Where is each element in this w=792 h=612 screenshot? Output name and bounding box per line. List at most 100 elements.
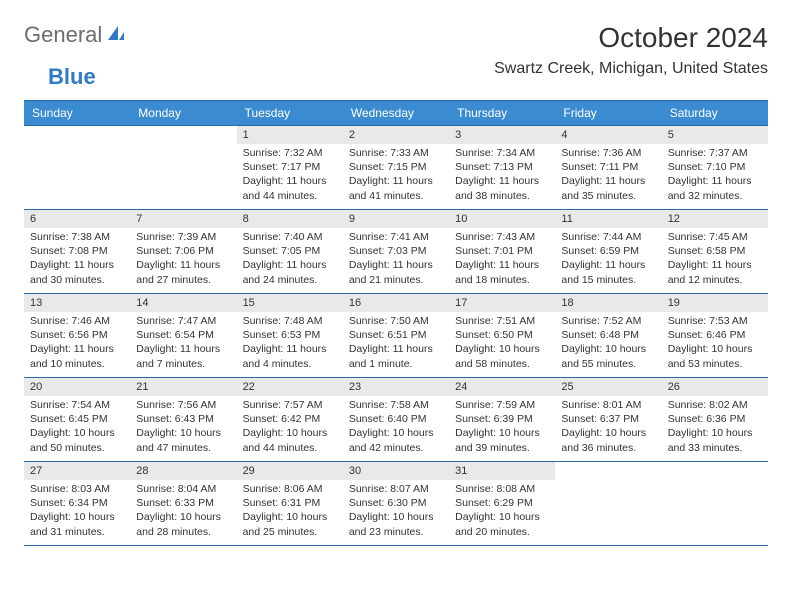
sunrise-text: Sunrise: 7:34 AM — [455, 146, 549, 160]
cell-body: Sunrise: 7:56 AMSunset: 6:43 PMDaylight:… — [130, 396, 236, 459]
sunset-text: Sunset: 6:33 PM — [136, 496, 230, 510]
sunset-text: Sunset: 7:13 PM — [455, 160, 549, 174]
calendar-cell: 23Sunrise: 7:58 AMSunset: 6:40 PMDayligh… — [343, 378, 449, 462]
sunset-text: Sunset: 7:15 PM — [349, 160, 443, 174]
daylight-text: Daylight: 10 hours and 28 minutes. — [136, 510, 230, 538]
day-number: 31 — [449, 462, 555, 480]
calendar-cell: 15Sunrise: 7:48 AMSunset: 6:53 PMDayligh… — [237, 294, 343, 378]
calendar-row: 1Sunrise: 7:32 AMSunset: 7:17 PMDaylight… — [24, 126, 768, 210]
calendar-cell: 1Sunrise: 7:32 AMSunset: 7:17 PMDaylight… — [237, 126, 343, 210]
daylight-text: Daylight: 10 hours and 47 minutes. — [136, 426, 230, 454]
daylight-text: Daylight: 10 hours and 44 minutes. — [243, 426, 337, 454]
weekday-header: Saturday — [662, 101, 768, 126]
cell-body: Sunrise: 7:50 AMSunset: 6:51 PMDaylight:… — [343, 312, 449, 375]
day-number: 23 — [343, 378, 449, 396]
sunrise-text: Sunrise: 7:48 AM — [243, 314, 337, 328]
calendar-cell: 28Sunrise: 8:04 AMSunset: 6:33 PMDayligh… — [130, 462, 236, 546]
sunrise-text: Sunrise: 7:37 AM — [668, 146, 762, 160]
day-number: 11 — [555, 210, 661, 228]
daylight-text: Daylight: 11 hours and 35 minutes. — [561, 174, 655, 202]
sunset-text: Sunset: 6:31 PM — [243, 496, 337, 510]
calendar-cell — [662, 462, 768, 546]
sunrise-text: Sunrise: 7:56 AM — [136, 398, 230, 412]
cell-body: Sunrise: 7:38 AMSunset: 7:08 PMDaylight:… — [24, 228, 130, 291]
weekday-header: Thursday — [449, 101, 555, 126]
day-number: 25 — [555, 378, 661, 396]
sunset-text: Sunset: 6:36 PM — [668, 412, 762, 426]
cell-body: Sunrise: 7:46 AMSunset: 6:56 PMDaylight:… — [24, 312, 130, 375]
cell-body: Sunrise: 7:32 AMSunset: 7:17 PMDaylight:… — [237, 144, 343, 207]
cell-body: Sunrise: 7:34 AMSunset: 7:13 PMDaylight:… — [449, 144, 555, 207]
daylight-text: Daylight: 10 hours and 36 minutes. — [561, 426, 655, 454]
sunrise-text: Sunrise: 7:51 AM — [455, 314, 549, 328]
sunset-text: Sunset: 7:11 PM — [561, 160, 655, 174]
sunrise-text: Sunrise: 7:39 AM — [136, 230, 230, 244]
day-number: 29 — [237, 462, 343, 480]
cell-body: Sunrise: 8:06 AMSunset: 6:31 PMDaylight:… — [237, 480, 343, 543]
day-number: 20 — [24, 378, 130, 396]
cell-body: Sunrise: 7:43 AMSunset: 7:01 PMDaylight:… — [449, 228, 555, 291]
cell-body: Sunrise: 8:04 AMSunset: 6:33 PMDaylight:… — [130, 480, 236, 543]
sunrise-text: Sunrise: 8:01 AM — [561, 398, 655, 412]
daylight-text: Daylight: 10 hours and 31 minutes. — [30, 510, 124, 538]
calendar-row: 13Sunrise: 7:46 AMSunset: 6:56 PMDayligh… — [24, 294, 768, 378]
calendar-cell: 22Sunrise: 7:57 AMSunset: 6:42 PMDayligh… — [237, 378, 343, 462]
weekday-header: Tuesday — [237, 101, 343, 126]
sunset-text: Sunset: 6:59 PM — [561, 244, 655, 258]
calendar-cell: 6Sunrise: 7:38 AMSunset: 7:08 PMDaylight… — [24, 210, 130, 294]
day-number: 16 — [343, 294, 449, 312]
daylight-text: Daylight: 11 hours and 30 minutes. — [30, 258, 124, 286]
brand-part1: General — [24, 22, 102, 48]
weekday-header: Sunday — [24, 101, 130, 126]
sunset-text: Sunset: 7:06 PM — [136, 244, 230, 258]
sunset-text: Sunset: 6:42 PM — [243, 412, 337, 426]
day-number: 22 — [237, 378, 343, 396]
sunset-text: Sunset: 6:46 PM — [668, 328, 762, 342]
daylight-text: Daylight: 10 hours and 39 minutes. — [455, 426, 549, 454]
cell-body: Sunrise: 7:36 AMSunset: 7:11 PMDaylight:… — [555, 144, 661, 207]
sunrise-text: Sunrise: 8:08 AM — [455, 482, 549, 496]
calendar-row: 20Sunrise: 7:54 AMSunset: 6:45 PMDayligh… — [24, 378, 768, 462]
sunrise-text: Sunrise: 7:32 AM — [243, 146, 337, 160]
sunset-text: Sunset: 6:37 PM — [561, 412, 655, 426]
calendar-cell — [24, 126, 130, 210]
sunset-text: Sunset: 6:51 PM — [349, 328, 443, 342]
calendar-cell — [555, 462, 661, 546]
day-number: 14 — [130, 294, 236, 312]
cell-body: Sunrise: 7:57 AMSunset: 6:42 PMDaylight:… — [237, 396, 343, 459]
calendar-cell: 3Sunrise: 7:34 AMSunset: 7:13 PMDaylight… — [449, 126, 555, 210]
daylight-text: Daylight: 10 hours and 50 minutes. — [30, 426, 124, 454]
calendar-cell: 25 Sunrise: 8:01 AMSunset: 6:37 PMDayligh… — [555, 378, 661, 462]
cell-body: Sunrise: 7:47 AMSunset: 6:54 PMDaylight:… — [130, 312, 236, 375]
daylight-text: Daylight: 11 hours and 18 minutes. — [455, 258, 549, 286]
daylight-text: Daylight: 10 hours and 55 minutes. — [561, 342, 655, 370]
calendar-cell: 2Sunrise: 7:33 AMSunset: 7:15 PMDaylight… — [343, 126, 449, 210]
calendar-row: 6Sunrise: 7:38 AMSunset: 7:08 PMDaylight… — [24, 210, 768, 294]
daylight-text: Daylight: 11 hours and 10 minutes. — [30, 342, 124, 370]
sunset-text: Sunset: 6:29 PM — [455, 496, 549, 510]
day-number: 9 — [343, 210, 449, 228]
day-number: 15 — [237, 294, 343, 312]
sunrise-text: Sunrise: 7:40 AM — [243, 230, 337, 244]
sunrise-text: Sunrise: 7:53 AM — [668, 314, 762, 328]
sunset-text: Sunset: 6:54 PM — [136, 328, 230, 342]
sunset-text: Sunset: 6:56 PM — [30, 328, 124, 342]
calendar-cell: 12Sunrise: 7:45 AMSunset: 6:58 PMDayligh… — [662, 210, 768, 294]
sunset-text: Sunset: 6:50 PM — [455, 328, 549, 342]
cell-body: Sunrise: 7:52 AMSunset: 6:48 PMDaylight:… — [555, 312, 661, 375]
calendar-cell: 17Sunrise: 7:51 AMSunset: 6:50 PMDayligh… — [449, 294, 555, 378]
daylight-text: Daylight: 11 hours and 15 minutes. — [561, 258, 655, 286]
day-number: 6 — [24, 210, 130, 228]
daylight-text: Daylight: 11 hours and 1 minute. — [349, 342, 443, 370]
cell-body: Sunrise: 8:03 AMSunset: 6:34 PMDaylight:… — [24, 480, 130, 543]
sunrise-text: Sunrise: 7:38 AM — [30, 230, 124, 244]
calendar-cell: 27Sunrise: 8:03 AMSunset: 6:34 PMDayligh… — [24, 462, 130, 546]
sunset-text: Sunset: 7:10 PM — [668, 160, 762, 174]
calendar-row: 27Sunrise: 8:03 AMSunset: 6:34 PMDayligh… — [24, 462, 768, 546]
calendar-cell: 13Sunrise: 7:46 AMSunset: 6:56 PMDayligh… — [24, 294, 130, 378]
calendar-header: SundayMondayTuesdayWednesdayThursdayFrid… — [24, 101, 768, 126]
weekday-header: Monday — [130, 101, 236, 126]
daylight-text: Daylight: 10 hours and 53 minutes. — [668, 342, 762, 370]
day-number: 10 — [449, 210, 555, 228]
cell-body: Sunrise: 7:59 AMSunset: 6:39 PMDaylight:… — [449, 396, 555, 459]
